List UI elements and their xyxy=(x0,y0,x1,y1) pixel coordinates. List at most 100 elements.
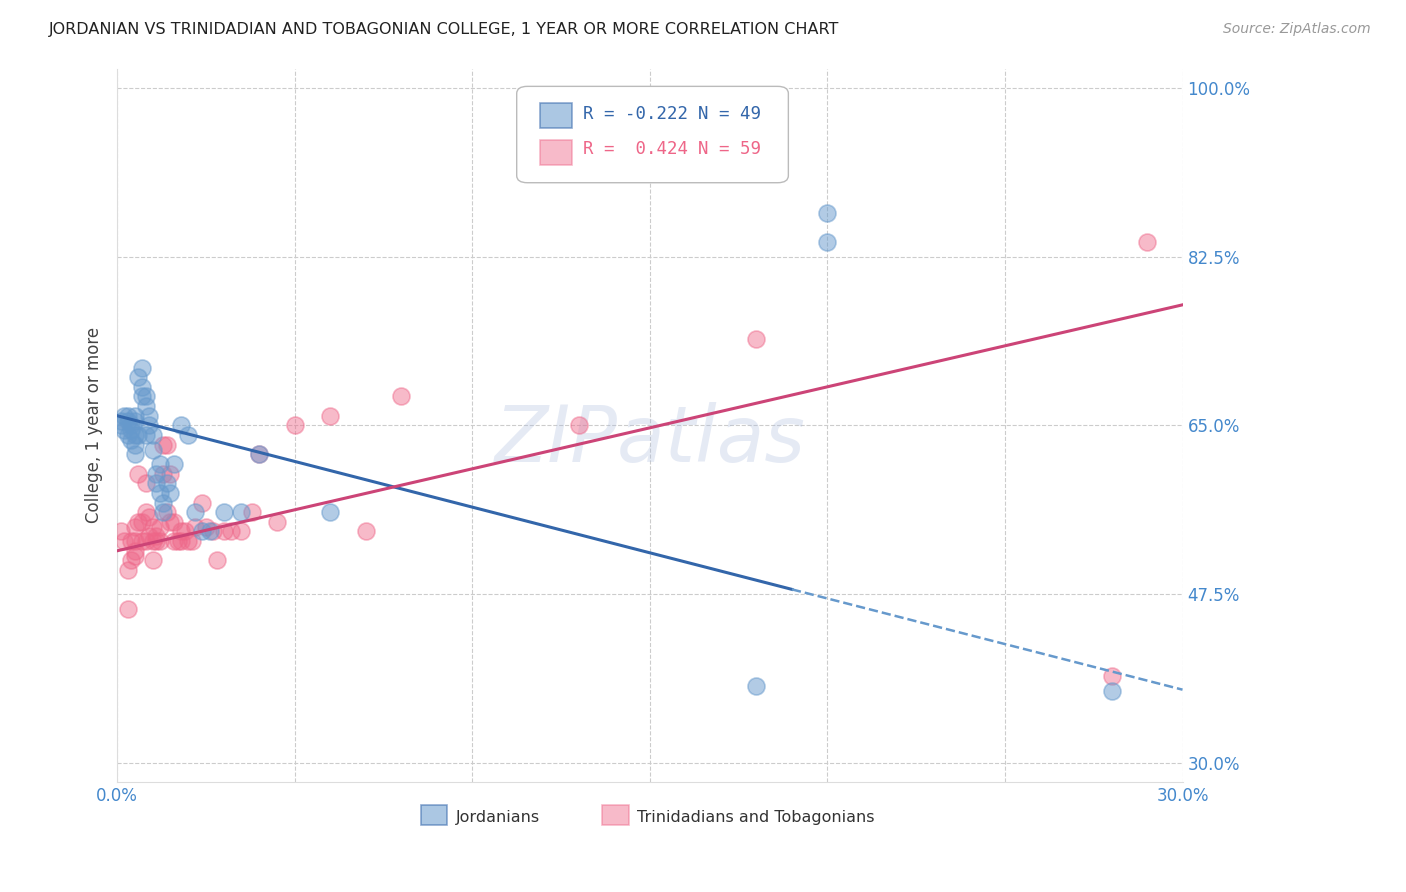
Point xyxy=(159,486,181,500)
Point xyxy=(156,476,179,491)
Point xyxy=(124,519,146,533)
Point xyxy=(145,529,167,543)
Point xyxy=(212,524,235,539)
Point xyxy=(177,534,200,549)
Point xyxy=(1136,235,1159,249)
Point xyxy=(124,543,146,558)
Point xyxy=(124,409,146,423)
Point xyxy=(131,515,153,529)
Y-axis label: College, 1 year or more: College, 1 year or more xyxy=(86,327,103,524)
Point xyxy=(163,515,186,529)
Point xyxy=(184,519,207,533)
Point xyxy=(112,423,135,437)
Point xyxy=(319,505,342,519)
Point xyxy=(815,206,838,220)
Point xyxy=(117,413,139,427)
Point xyxy=(319,409,342,423)
Point xyxy=(170,534,193,549)
Point xyxy=(120,418,142,433)
Point xyxy=(240,505,263,519)
Point xyxy=(135,428,157,442)
Point xyxy=(152,438,174,452)
Point xyxy=(128,428,150,442)
Point xyxy=(159,515,181,529)
Point xyxy=(120,433,142,447)
Point xyxy=(149,457,172,471)
Point xyxy=(135,534,157,549)
Point xyxy=(124,428,146,442)
Point xyxy=(149,519,172,533)
Point xyxy=(184,505,207,519)
Point xyxy=(156,505,179,519)
FancyBboxPatch shape xyxy=(516,87,789,183)
Point xyxy=(135,476,157,491)
Point xyxy=(247,447,270,461)
Point xyxy=(138,418,160,433)
Text: ZIPatlas: ZIPatlas xyxy=(495,401,806,478)
Point xyxy=(231,524,253,539)
Text: Source: ZipAtlas.com: Source: ZipAtlas.com xyxy=(1223,22,1371,37)
Point xyxy=(159,467,181,481)
Point xyxy=(135,389,157,403)
Point xyxy=(135,505,157,519)
Point xyxy=(170,524,193,539)
FancyBboxPatch shape xyxy=(540,103,572,128)
Point xyxy=(149,534,172,549)
Text: N = 59: N = 59 xyxy=(697,140,761,158)
Point xyxy=(1101,669,1123,683)
Point xyxy=(191,495,214,509)
Point xyxy=(152,505,174,519)
Point xyxy=(212,505,235,519)
Point xyxy=(219,524,242,539)
Point xyxy=(112,534,135,549)
FancyBboxPatch shape xyxy=(540,140,572,165)
FancyBboxPatch shape xyxy=(420,805,447,825)
Point xyxy=(145,467,167,481)
Point xyxy=(142,428,165,442)
Point xyxy=(194,519,217,533)
Point xyxy=(173,524,195,539)
Point xyxy=(110,524,132,539)
Point xyxy=(231,505,253,519)
Point xyxy=(128,370,150,384)
Point xyxy=(745,679,768,693)
Point xyxy=(156,438,179,452)
Point xyxy=(815,235,838,249)
Point xyxy=(131,534,153,549)
Point xyxy=(138,510,160,524)
Point xyxy=(131,389,153,403)
Point xyxy=(120,553,142,567)
Point xyxy=(142,534,165,549)
Point xyxy=(120,534,142,549)
Point xyxy=(145,476,167,491)
Point xyxy=(117,563,139,577)
Point xyxy=(180,534,202,549)
Point xyxy=(142,553,165,567)
Text: JORDANIAN VS TRINIDADIAN AND TOBAGONIAN COLLEGE, 1 YEAR OR MORE CORRELATION CHAR: JORDANIAN VS TRINIDADIAN AND TOBAGONIAN … xyxy=(49,22,839,37)
Point xyxy=(110,418,132,433)
Text: R = -0.222: R = -0.222 xyxy=(582,105,688,123)
Point xyxy=(247,447,270,461)
FancyBboxPatch shape xyxy=(602,805,628,825)
Point xyxy=(568,418,591,433)
Point xyxy=(198,524,221,539)
Text: Jordanians: Jordanians xyxy=(456,810,540,825)
Point xyxy=(266,515,288,529)
Point xyxy=(205,553,228,567)
Point xyxy=(124,413,146,427)
Point xyxy=(142,519,165,533)
Point xyxy=(135,399,157,413)
Point xyxy=(284,418,307,433)
Point xyxy=(354,524,377,539)
Point xyxy=(138,529,160,543)
Point xyxy=(110,413,132,427)
Point xyxy=(120,423,142,437)
Point xyxy=(124,534,146,549)
Point xyxy=(191,524,214,539)
Point xyxy=(166,534,188,549)
Point xyxy=(1101,683,1123,698)
Text: N = 49: N = 49 xyxy=(697,105,761,123)
Point xyxy=(145,534,167,549)
Point xyxy=(149,486,172,500)
Point xyxy=(163,457,186,471)
